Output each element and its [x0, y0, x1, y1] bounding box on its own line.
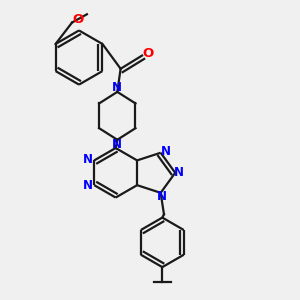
- Text: N: N: [112, 81, 122, 94]
- Text: N: N: [112, 138, 122, 151]
- Text: N: N: [83, 153, 93, 166]
- Text: N: N: [157, 190, 167, 203]
- Text: N: N: [161, 145, 171, 158]
- Text: O: O: [142, 47, 154, 60]
- Text: O: O: [72, 14, 84, 26]
- Text: N: N: [174, 166, 184, 179]
- Text: N: N: [83, 179, 93, 192]
